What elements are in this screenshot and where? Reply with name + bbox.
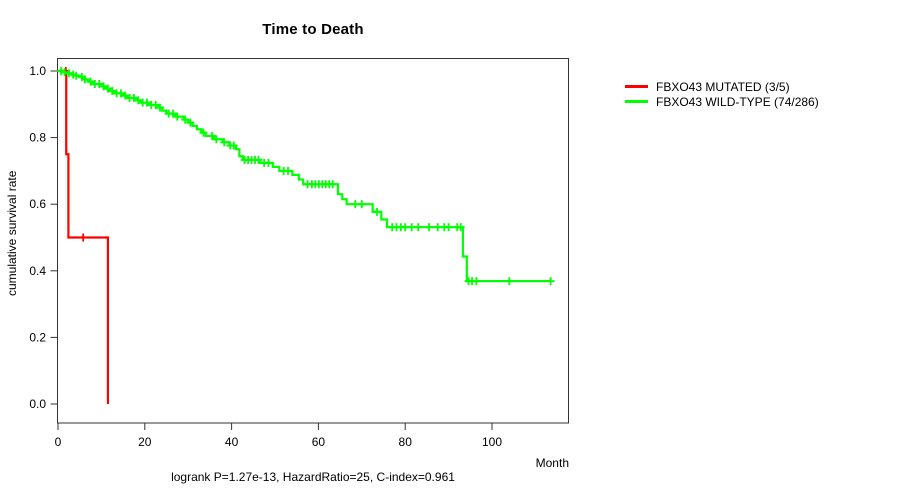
- legend-item-wildtype: FBXO43 WILD-TYPE (74/286): [625, 94, 819, 109]
- mutated-line-swatch: [625, 85, 648, 88]
- x-tick-label: 80: [399, 435, 413, 449]
- legend-label-wildtype: FBXO43 WILD-TYPE (74/286): [656, 94, 819, 109]
- x-tick-label: 100: [482, 435, 502, 449]
- y-tick-label: 0.4: [29, 264, 46, 278]
- x-tick-label: 0: [55, 435, 62, 449]
- y-tick-label: 0.8: [29, 131, 46, 145]
- y-tick-label: 0.0: [29, 397, 46, 411]
- stats-footer: logrank P=1.27e-13, HazardRatio=25, C-in…: [171, 470, 455, 484]
- plot-frame: [57, 58, 569, 424]
- y-tick-label: 1.0: [29, 64, 46, 78]
- x-tick-label: 60: [312, 435, 326, 449]
- wildtype-line-swatch: [625, 100, 648, 103]
- legend: FBXO43 MUTATED (3/5) FBXO43 WILD-TYPE (7…: [625, 79, 819, 109]
- x-tick-label: 20: [138, 435, 152, 449]
- x-tick-label: 40: [225, 435, 239, 449]
- legend-item-mutated: FBXO43 MUTATED (3/5): [625, 79, 819, 94]
- legend-label-mutated: FBXO43 MUTATED (3/5): [656, 79, 790, 94]
- survival-curve-fbxo43-wild-type-74-286-: [58, 69, 551, 283]
- y-tick-label: 0.2: [29, 330, 46, 344]
- chart-title: Time to Death: [262, 21, 364, 38]
- y-axis-title: cumulative survival rate: [5, 170, 19, 296]
- x-axis-title: Month: [535, 456, 569, 470]
- y-tick-label: 0.6: [29, 197, 46, 211]
